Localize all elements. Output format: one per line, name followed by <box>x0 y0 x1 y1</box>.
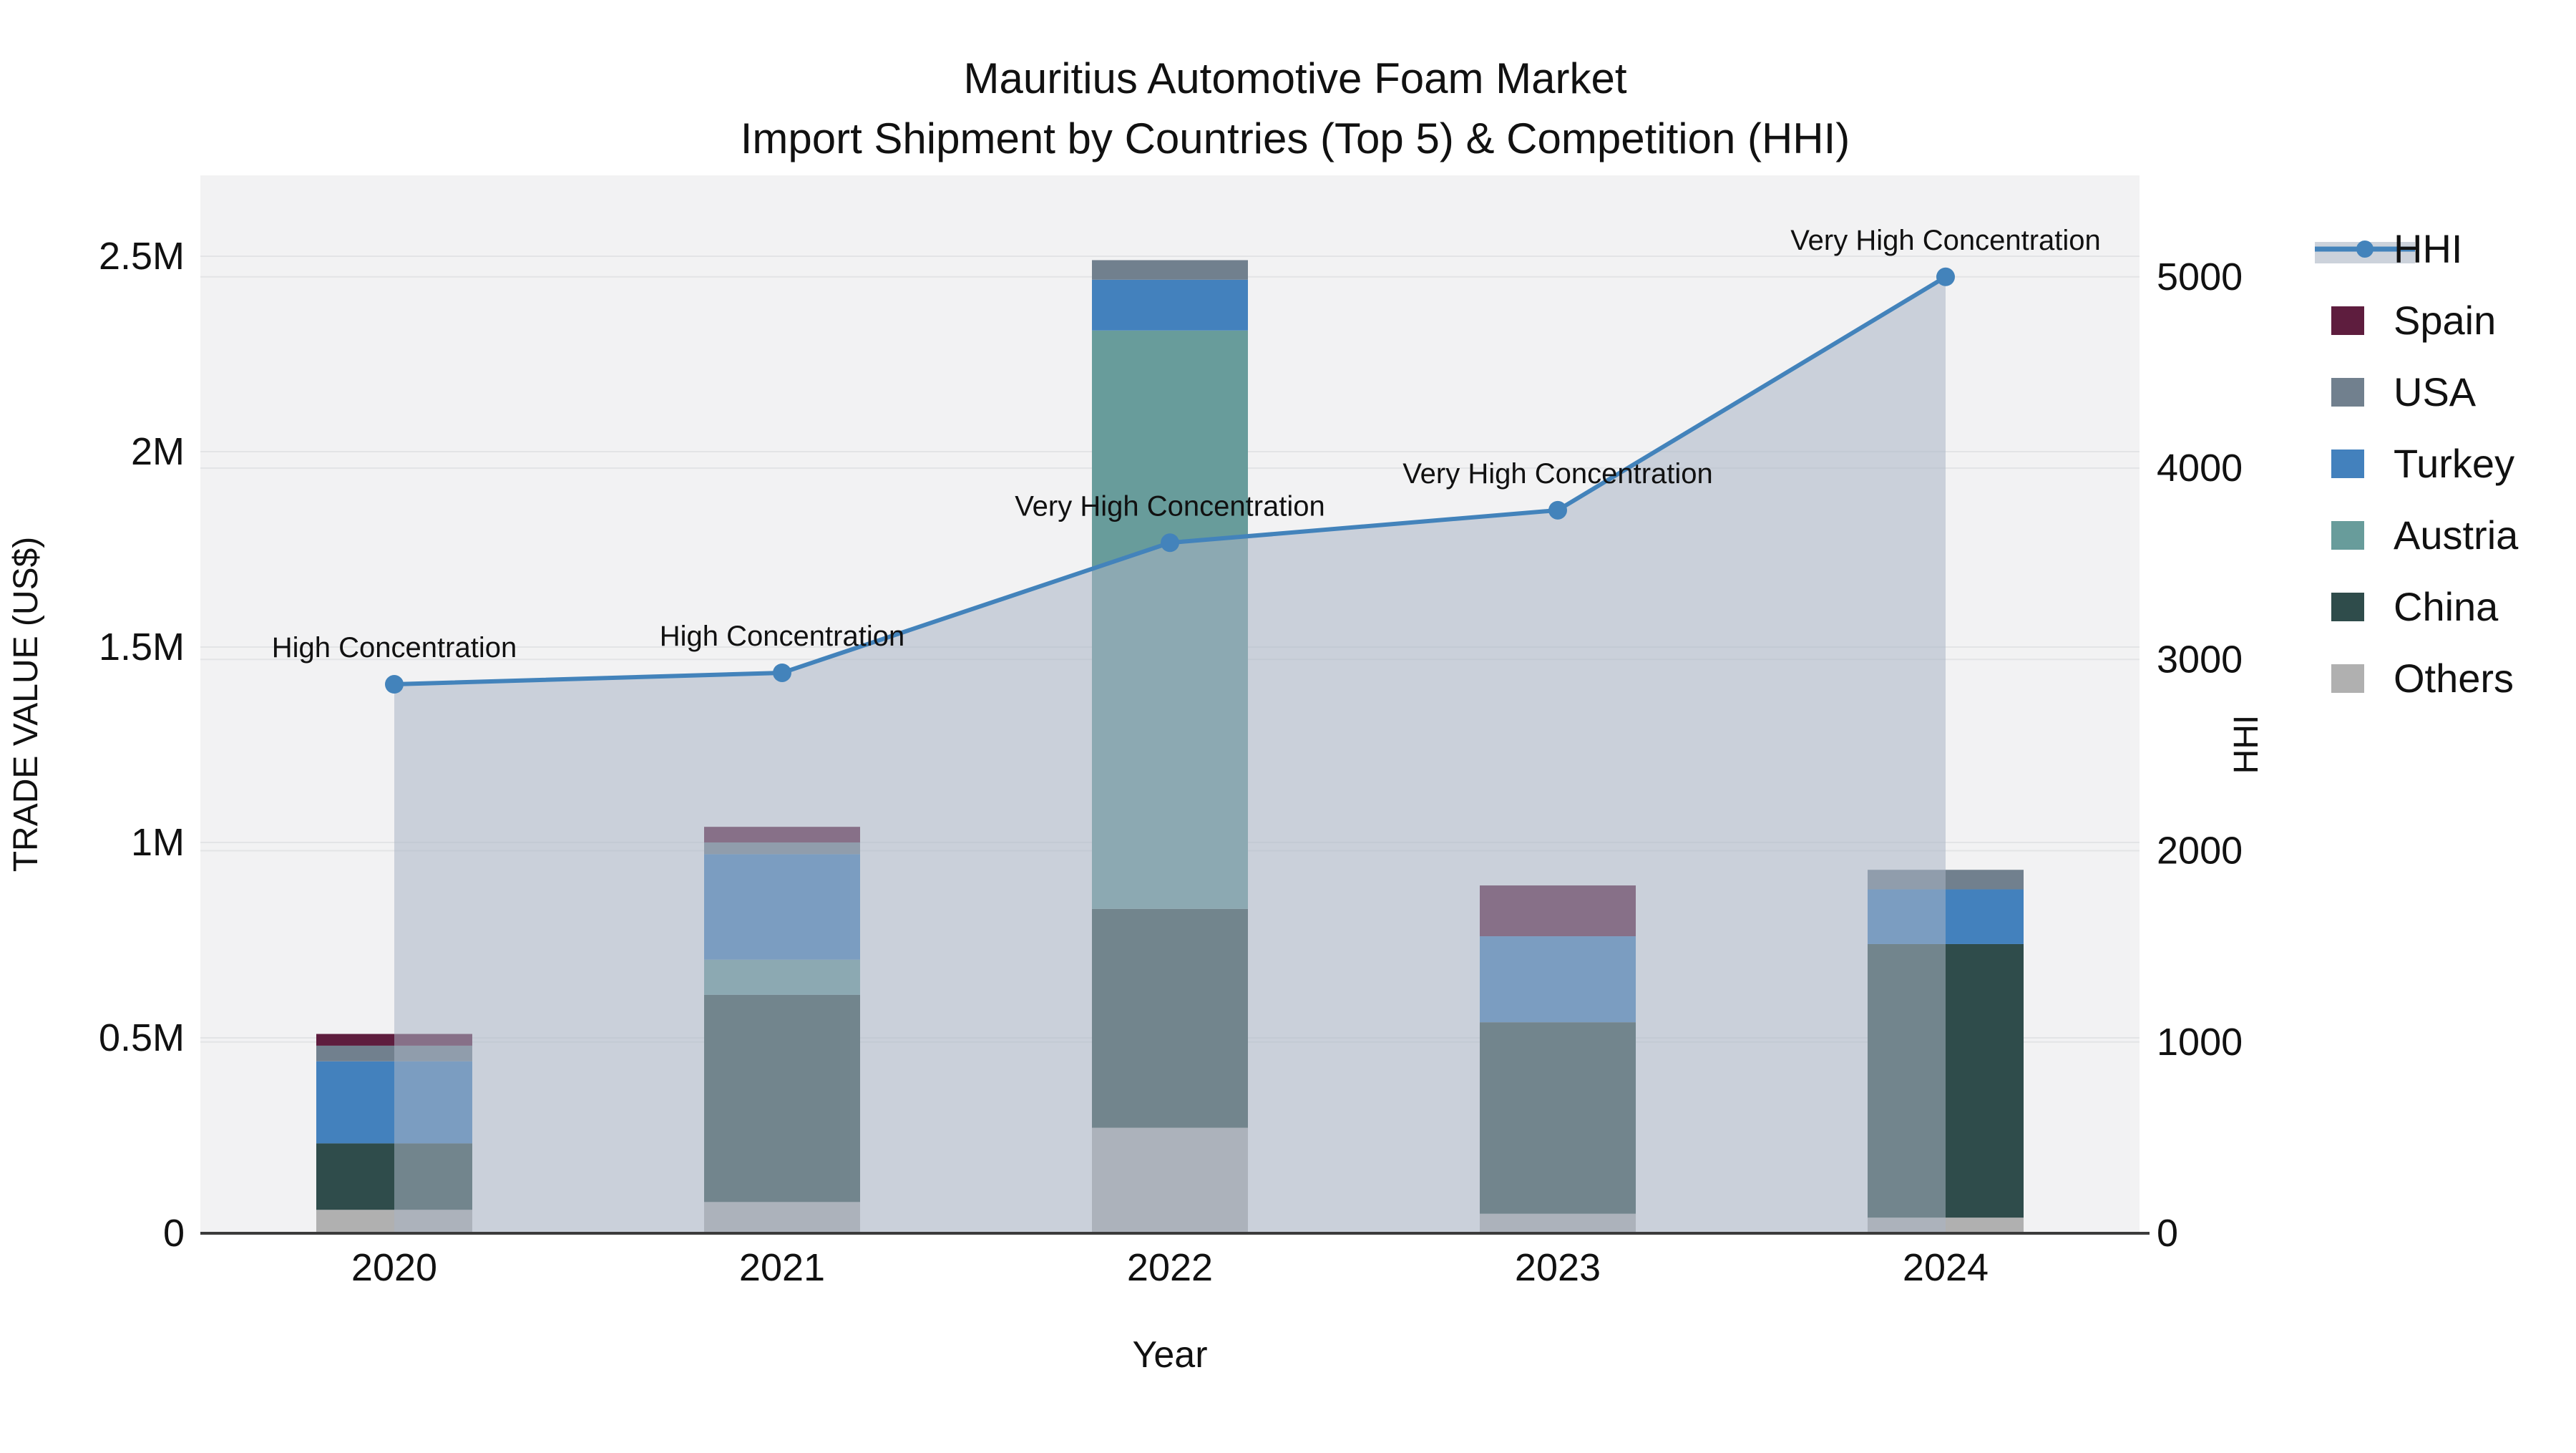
right-tick-3000: 3000 <box>2157 638 2243 681</box>
hhi-marker-2020 <box>385 675 404 694</box>
legend-label-spain: Spain <box>2394 298 2496 343</box>
legend-swatch-others <box>2331 664 2364 693</box>
annotation-2023: Very High Concentration <box>1402 458 1713 490</box>
chart-title-line1: Mauritius Automotive Foam Market <box>964 54 1627 102</box>
right-tick-0: 0 <box>2157 1212 2178 1255</box>
legend-label-austria: Austria <box>2394 512 2519 558</box>
hhi-marker-2022 <box>1161 533 1179 553</box>
annotation-2024: Very High Concentration <box>1790 225 2101 256</box>
right-axis-title: HHI <box>2228 715 2265 774</box>
right-tick-4000: 4000 <box>2157 447 2243 490</box>
legend-item-austria: Austria <box>2331 512 2519 558</box>
x-tick-2024: 2024 <box>1903 1246 1989 1289</box>
hhi-marker-2021 <box>773 663 791 682</box>
legend-swatch-china <box>2331 593 2364 621</box>
legend-item-china: China <box>2331 584 2499 629</box>
legend-label-china: China <box>2394 584 2499 629</box>
left-tick-2.5M: 2.5M <box>99 235 185 278</box>
right-tick-5000: 5000 <box>2157 256 2243 298</box>
left-tick-0.5M: 0.5M <box>99 1016 185 1059</box>
left-tick-1M: 1M <box>131 821 185 864</box>
right-tick-1000: 1000 <box>2157 1021 2243 1064</box>
legend-item-spain: Spain <box>2331 298 2496 343</box>
legend-swatch-spain <box>2331 306 2364 335</box>
left-tick-0: 0 <box>163 1212 185 1255</box>
legend-swatch-usa <box>2331 378 2364 407</box>
legend-hhi-marker-icon <box>2356 240 2373 258</box>
bar-segment-2022-turkey <box>1092 279 1248 331</box>
chart-title-line2: Import Shipment by Countries (Top 5) & C… <box>741 115 1850 162</box>
bar-segment-2022-usa <box>1092 260 1248 280</box>
legend-item-turkey: Turkey <box>2331 441 2514 486</box>
legend-item-others: Others <box>2331 656 2514 701</box>
left-axis-title: TRADE VALUE (US$) <box>7 537 45 873</box>
annotation-2021: High Concentration <box>660 621 904 652</box>
legend-item-hhi: HHI <box>2315 226 2462 271</box>
legend-label-hhi: HHI <box>2394 226 2462 271</box>
left-tick-2M: 2M <box>131 430 185 473</box>
annotation-2020: High Concentration <box>272 632 517 664</box>
x-axis-title: Year <box>1132 1334 1207 1376</box>
legend-label-others: Others <box>2394 656 2514 701</box>
legend-swatch-austria <box>2331 521 2364 550</box>
left-tick-1.5M: 1.5M <box>99 626 185 669</box>
legend-label-usa: USA <box>2394 369 2477 414</box>
hhi-marker-2023 <box>1548 500 1567 520</box>
legend-label-turkey: Turkey <box>2394 441 2514 486</box>
hhi-marker-2024 <box>1936 267 1955 286</box>
legend-swatch-turkey <box>2331 449 2364 478</box>
right-tick-2000: 2000 <box>2157 830 2243 873</box>
annotation-2022: Very High Concentration <box>1015 490 1325 522</box>
legend-item-usa: USA <box>2331 369 2477 414</box>
x-tick-2020: 2020 <box>351 1246 437 1289</box>
x-tick-2022: 2022 <box>1127 1246 1213 1289</box>
x-tick-2021: 2021 <box>739 1246 825 1289</box>
x-tick-2023: 2023 <box>1515 1246 1601 1289</box>
